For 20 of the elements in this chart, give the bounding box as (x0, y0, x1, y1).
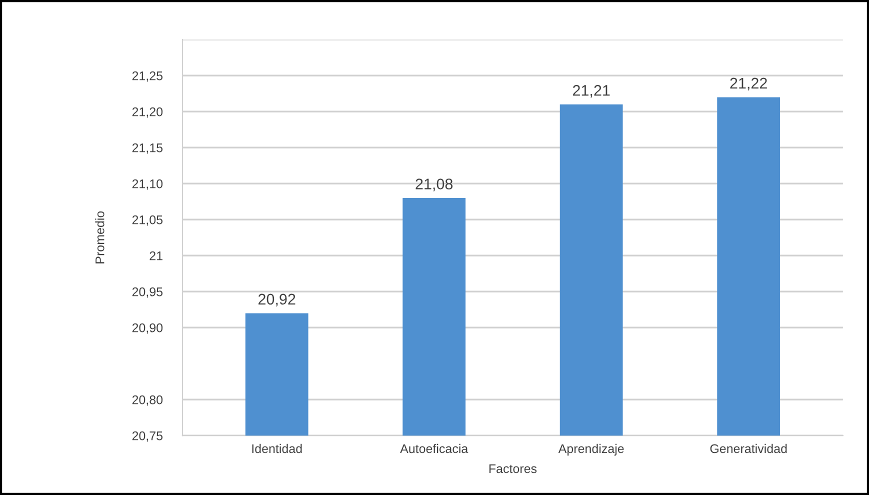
data-label: 21,22 (730, 78, 767, 90)
y-tick-label: 21,10 (132, 179, 163, 190)
y-tick-label: 21,15 (132, 143, 163, 154)
x-axis-title: Factores (489, 464, 537, 474)
x-tick-label: Autoeficacia (400, 444, 468, 454)
data-label: 21,08 (416, 178, 453, 192)
x-tick-label: Aprendizaje (558, 444, 624, 456)
data-label: 21,21 (572, 85, 610, 98)
y-tick-label: 20,80 (132, 395, 163, 406)
y-tick-label: 21 (150, 251, 162, 260)
y-tick-label: 20,90 (132, 323, 163, 334)
x-tick-label: Generatividad (710, 444, 787, 454)
y-tick-label: 20,75 (132, 431, 163, 442)
data-label: 20,92 (258, 294, 296, 306)
y-tick-label: 20,95 (132, 287, 163, 298)
y-tick-label: 21,20 (132, 107, 163, 118)
y-tick-label: 21,25 (132, 71, 163, 82)
y-tick-label: 21,05 (132, 215, 163, 226)
y-axis-title: Promedio (95, 211, 104, 264)
x-tick-label: Identidad (252, 444, 302, 454)
